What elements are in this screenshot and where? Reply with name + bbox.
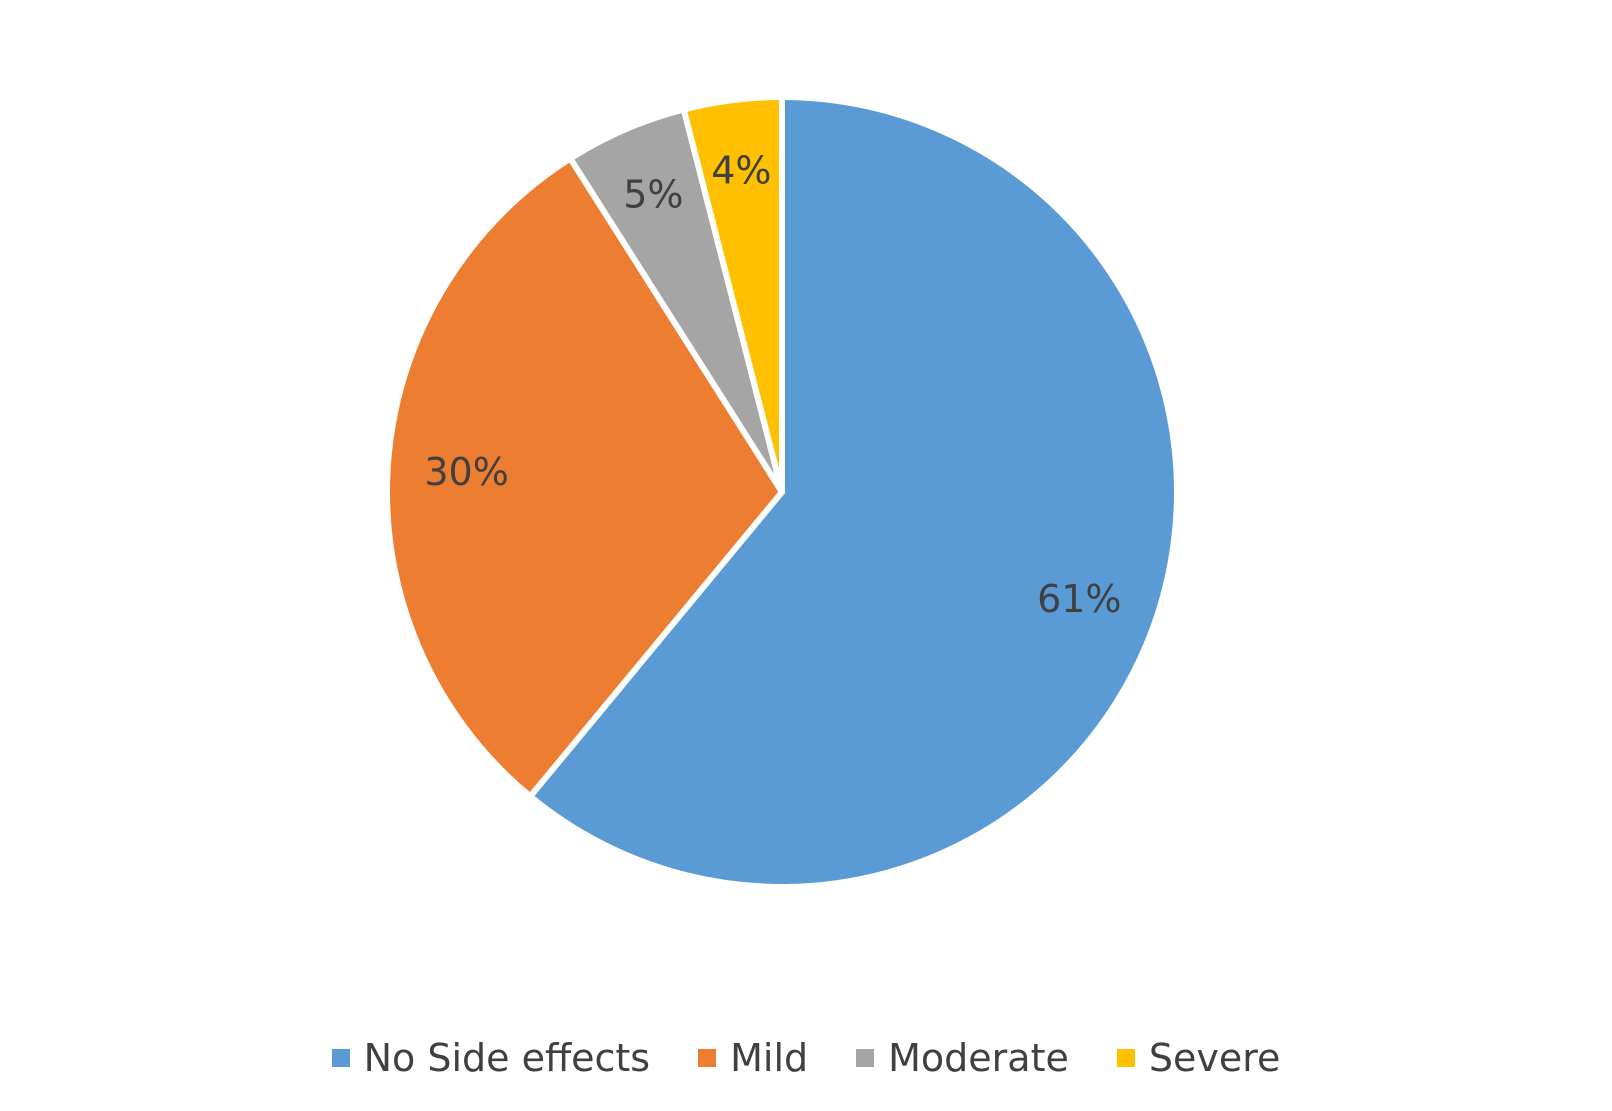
data-label-moderate: 5% (623, 173, 683, 217)
pie-slices (384, 94, 1180, 890)
pie-data-labels: 61% 30% 5% 4% (424, 149, 1121, 621)
legend-swatch-no-side-effects (331, 1049, 350, 1067)
data-label-severe: 4% (711, 149, 771, 193)
legend-item-mild: Mild (698, 1036, 808, 1080)
chart-legend: No Side effects Mild Moderate Severe (0, 1036, 1612, 1080)
legend-swatch-severe (1116, 1049, 1135, 1067)
legend-label-moderate: Moderate (888, 1036, 1069, 1080)
legend-label-mild: Mild (730, 1036, 809, 1080)
legend-item-severe: Severe (1116, 1036, 1281, 1080)
legend-label-severe: Severe (1148, 1036, 1281, 1080)
legend-item-no-side-effects: No Side effects (331, 1036, 651, 1080)
data-label-mild: 30% (424, 450, 508, 494)
pie-slice-mild (384, 155, 785, 800)
data-label-no-side-effects: 61% (1037, 577, 1121, 621)
legend-label-no-side-effects: No Side effects (363, 1036, 651, 1080)
pie-slice-severe (680, 94, 785, 495)
pie-slice-no-side-effects (527, 94, 1180, 890)
legend-swatch-mild (698, 1049, 717, 1067)
legend-swatch-moderate (856, 1049, 875, 1067)
legend-item-moderate: Moderate (856, 1036, 1069, 1080)
